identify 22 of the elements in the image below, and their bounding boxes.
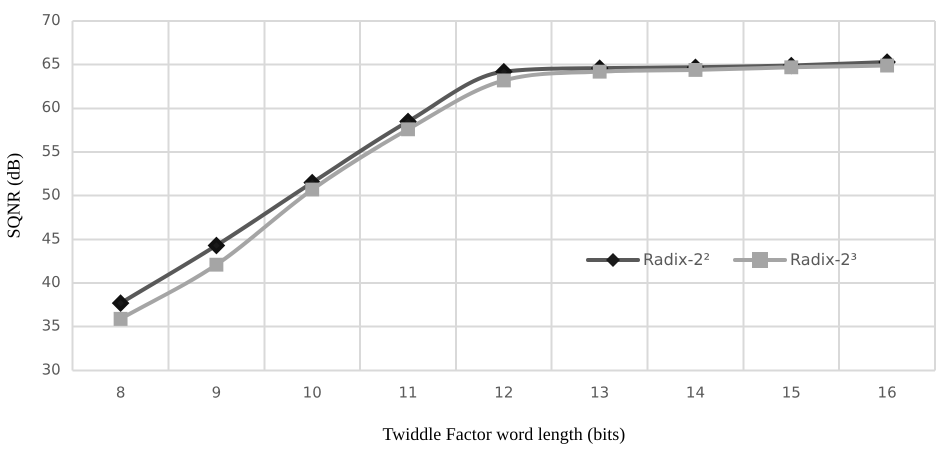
y-tick-label: 30 — [42, 360, 61, 378]
y-tick-label: 45 — [42, 229, 61, 248]
x-tick-label: 14 — [686, 383, 706, 402]
x-tick-label: 10 — [302, 383, 322, 402]
y-tick-label: 70 — [42, 10, 61, 29]
y-tick-label: 50 — [42, 186, 61, 204]
x-axis-title: Twiddle Factor word length (bits) — [382, 424, 626, 444]
y-tick-label: 35 — [42, 316, 61, 335]
y-tick-label: 40 — [42, 272, 61, 291]
y-tick-label: 55 — [42, 142, 61, 160]
legend-label: Radix-2² — [643, 250, 710, 269]
x-tick-label: 15 — [782, 383, 801, 402]
x-tick-label: 13 — [590, 383, 610, 402]
legend-label: Radix-2³ — [790, 250, 858, 269]
x-tick-label: 16 — [878, 383, 897, 402]
x-tick-label: 12 — [494, 383, 514, 402]
y-axis-title: SQNR (dB) — [4, 152, 24, 238]
x-tick-label: 11 — [398, 383, 418, 402]
x-tick-label: 8 — [116, 383, 126, 402]
x-tick-label: 9 — [212, 383, 222, 402]
y-tick-label: 60 — [42, 98, 61, 116]
y-tick-label: 65 — [42, 54, 61, 73]
